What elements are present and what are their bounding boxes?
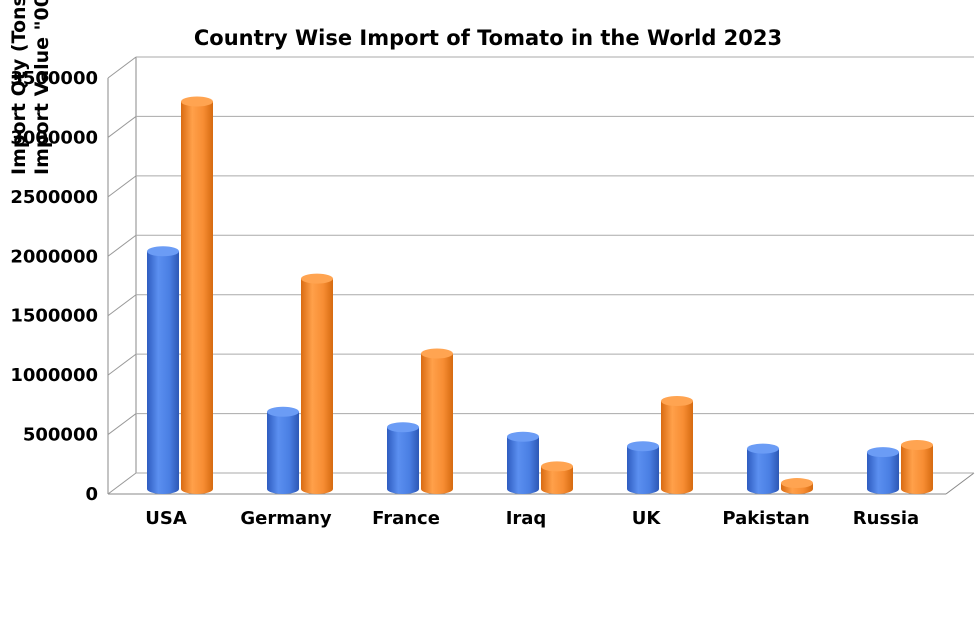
x-tick-label: USA — [145, 508, 187, 529]
x-tick-label: Russia — [853, 508, 919, 529]
bar-top — [867, 447, 899, 458]
gridline-depth — [107, 353, 137, 376]
bar-body — [747, 448, 779, 494]
y-tick-label: 0 — [85, 484, 98, 505]
x-tick-label: UK — [632, 508, 662, 529]
bar-top — [541, 461, 573, 472]
bar-top — [267, 406, 299, 417]
bar — [781, 478, 813, 494]
gridline-depth — [107, 413, 137, 435]
bar-top — [147, 246, 179, 257]
bar-body — [507, 436, 539, 494]
y-axis-ticks: 0 500000 1000000 1500000 2000000 2500000 30000… — [10, 68, 98, 505]
gridline-depth — [107, 116, 137, 138]
y-tick-label: 3500000 — [10, 68, 98, 89]
y-axis-label-line-1: Import Qty (Tons) — [8, 0, 30, 175]
bar — [147, 246, 179, 494]
gridline-depth — [107, 294, 137, 317]
gridline-depth — [107, 175, 137, 198]
y-axis-label-line-2: Import Value "000 $" — [31, 0, 53, 175]
bar — [901, 440, 933, 494]
bar-body — [627, 446, 659, 494]
bar-top — [387, 422, 419, 433]
chart-title: Country Wise Import of Tomato in the Wor… — [194, 26, 782, 50]
bar — [867, 447, 899, 494]
bar-body — [661, 401, 693, 494]
y-tick-label: 3000000 — [10, 127, 98, 148]
x-tick-label: Pakistan — [722, 508, 809, 529]
bar — [507, 431, 539, 494]
bar-body — [867, 452, 899, 494]
bar — [421, 348, 453, 494]
bar — [627, 441, 659, 494]
bar — [747, 443, 779, 494]
y-tick-label: 2000000 — [10, 246, 98, 267]
chart-frame — [107, 57, 975, 495]
gridlines — [107, 56, 974, 495]
bar-top — [507, 431, 539, 442]
bar-top — [901, 440, 933, 451]
x-axis-categories: USA Germany France Iraq UK Pakistan Russia — [145, 508, 919, 529]
y-tick-label: 2500000 — [10, 187, 98, 208]
y-tick-label: 1000000 — [10, 365, 98, 386]
floor-right-edge — [945, 472, 975, 495]
bar-body — [541, 466, 573, 494]
bar — [387, 422, 419, 494]
y-tick-label: 1500000 — [10, 306, 98, 327]
bar-body — [421, 353, 453, 494]
bar-top — [661, 396, 693, 407]
bars — [147, 96, 933, 495]
gridline-depth — [107, 234, 137, 257]
bar — [267, 406, 299, 494]
bar-body — [301, 278, 333, 494]
bar-top — [747, 443, 779, 454]
bar-body — [181, 101, 213, 495]
bar — [181, 96, 213, 495]
bar — [301, 273, 333, 494]
bar-body — [387, 427, 419, 494]
x-tick-label: Iraq — [506, 508, 547, 529]
bar — [661, 396, 693, 494]
y-axis-label: Import Qty (Tons) Import Value "000 $" — [8, 0, 53, 175]
bar-top — [181, 96, 213, 107]
x-tick-label: Germany — [240, 508, 332, 529]
bar-body — [901, 445, 933, 494]
bar-top — [421, 348, 453, 359]
bar-top — [627, 441, 659, 452]
bar — [541, 461, 573, 494]
gridline-depth — [107, 56, 137, 79]
bar-top — [301, 273, 333, 284]
bar-top — [781, 478, 813, 489]
gridline-depth — [107, 472, 137, 495]
bar-body — [147, 251, 179, 494]
bar-body — [267, 411, 299, 494]
y-tick-label: 500000 — [23, 425, 98, 446]
x-tick-label: France — [372, 508, 440, 529]
